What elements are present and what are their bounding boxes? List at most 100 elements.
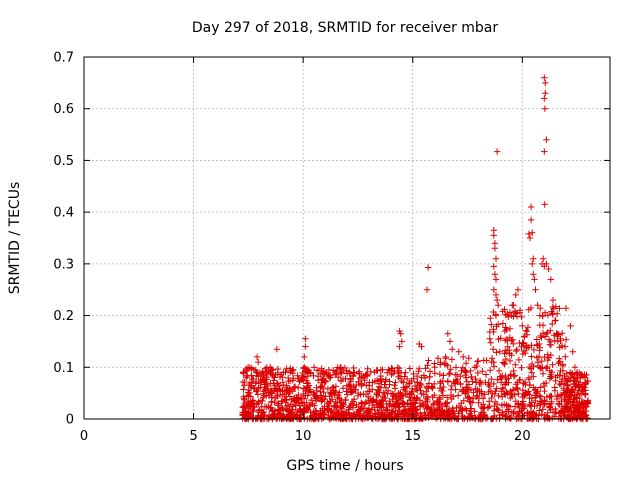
data-point [369, 379, 376, 386]
data-point [267, 404, 275, 411]
data-point [527, 414, 535, 422]
data-point [501, 401, 508, 408]
data-point [490, 308, 497, 316]
y-axis-title: SRMTID / TECUs [7, 182, 23, 295]
data-point [493, 148, 501, 155]
data-point [408, 389, 415, 397]
data-point [580, 404, 588, 411]
data-point [562, 336, 570, 343]
data-point [319, 369, 326, 376]
data-point [536, 321, 543, 329]
data-point [298, 395, 306, 402]
data-point [388, 403, 396, 410]
data-point [372, 411, 379, 418]
data-point [571, 364, 579, 371]
data-point [574, 414, 581, 421]
data-point [302, 335, 309, 342]
data-point [536, 347, 543, 354]
data-point [339, 375, 347, 383]
data-point [502, 324, 509, 331]
data-point [350, 369, 357, 376]
data-point [519, 322, 526, 330]
data-point [526, 382, 533, 389]
data-point [471, 364, 479, 371]
data-point [327, 389, 335, 396]
data-point [347, 386, 354, 394]
data-point [260, 390, 267, 397]
data-point [494, 406, 501, 413]
data-point [404, 399, 411, 407]
data-point [555, 360, 562, 367]
data-point [350, 383, 357, 390]
data-point [423, 388, 430, 395]
data-point [540, 401, 548, 409]
data-point [255, 398, 262, 405]
data-point [510, 409, 517, 417]
data-point [474, 357, 482, 365]
data-point [411, 382, 419, 390]
data-point [526, 234, 534, 242]
data-point [249, 375, 256, 383]
data-point [563, 405, 571, 412]
data-point [253, 369, 260, 376]
data-point [312, 395, 319, 402]
data-point [283, 387, 291, 394]
data-point [331, 371, 339, 378]
data-point [529, 410, 536, 418]
data-point [437, 380, 444, 387]
data-point [581, 384, 588, 391]
data-point [267, 364, 274, 371]
data-point [547, 392, 554, 400]
data-point [538, 411, 545, 418]
data-point [412, 414, 419, 421]
data-point [566, 377, 574, 384]
data-point [400, 408, 407, 416]
data-point [274, 369, 281, 377]
y-tick-label: 0.2 [53, 309, 74, 324]
data-point [584, 400, 592, 407]
data-point [453, 371, 461, 378]
data-point [241, 396, 248, 404]
data-point [243, 374, 250, 381]
data-point [516, 307, 524, 314]
data-point [537, 332, 544, 340]
data-point [457, 373, 464, 380]
data-point [267, 370, 274, 377]
data-point [493, 323, 500, 330]
y-tick-label: 0.3 [53, 257, 74, 272]
data-point [582, 379, 589, 386]
data-point [283, 396, 290, 404]
data-point [536, 312, 544, 319]
data-point [528, 395, 536, 402]
data-point [273, 386, 281, 394]
data-point [568, 386, 575, 393]
data-point [359, 405, 366, 412]
data-point [301, 353, 308, 361]
data-point [289, 403, 296, 410]
data-point [534, 359, 542, 366]
data-point [488, 355, 496, 362]
data-point [388, 371, 395, 378]
data-point [275, 400, 282, 407]
data-point [464, 394, 471, 402]
data-point [563, 414, 571, 421]
data-point [375, 383, 383, 390]
data-point [538, 357, 545, 365]
data-point [260, 372, 267, 379]
data-point [503, 348, 510, 356]
data-point [381, 414, 388, 421]
data-point [571, 407, 578, 415]
y-tick-label: 0.6 [53, 102, 74, 117]
data-point [365, 414, 372, 421]
data-point [542, 79, 549, 87]
data-point [363, 382, 370, 389]
data-point [383, 407, 391, 414]
data-point [558, 330, 566, 337]
data-point [474, 392, 481, 399]
data-point [535, 353, 543, 360]
data-point [243, 372, 251, 380]
data-point [478, 390, 485, 397]
data-point [584, 414, 591, 422]
data-point [472, 385, 479, 392]
data-point [307, 409, 314, 416]
